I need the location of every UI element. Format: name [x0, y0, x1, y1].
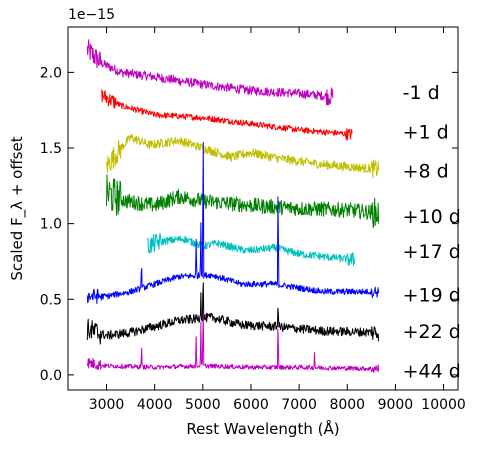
series-line-1d	[86, 39, 334, 106]
y-axis-label: Scaled F_λ + offset	[8, 136, 27, 280]
x-tick-label: 6000	[233, 397, 269, 413]
series-layer	[86, 39, 380, 373]
epoch-label: +8 d	[403, 161, 449, 183]
epoch-label: +1 d	[403, 121, 449, 143]
epoch-label: +17 d	[403, 241, 461, 263]
y-tick-label: 0.5	[40, 292, 62, 308]
x-tick-label: 8000	[329, 397, 365, 413]
x-tick-label: 5000	[185, 397, 221, 413]
x-tick-label: 3000	[89, 397, 125, 413]
series-line-10d	[106, 174, 380, 229]
series-line-44d	[86, 313, 380, 373]
epoch-labels: -1 d +1 d +8 d +10 d +17 d +19 d +22 d +44 d	[403, 82, 461, 382]
series-line-22d	[86, 282, 380, 345]
plot-frame	[67, 26, 459, 391]
x-tick-label: 7000	[281, 397, 317, 413]
epoch-label: +19 d	[403, 285, 461, 307]
y-tick-label: 2.0	[40, 65, 62, 81]
series-line-19d	[86, 141, 380, 304]
x-tick-label: 10000	[421, 397, 466, 413]
series-line-8d	[106, 133, 380, 178]
y-tick-label: 0.0	[40, 368, 62, 384]
epoch-label: -1 d	[403, 82, 440, 104]
epoch-label: +10 d	[403, 206, 461, 228]
epoch-label: +22 d	[403, 321, 461, 343]
y-tick-label: 1.5	[40, 141, 62, 157]
x-axis: 3000 4000 5000 6000 7000 8000 9000 10000	[89, 27, 466, 413]
x-tick-label: 4000	[137, 397, 173, 413]
epoch-label: +44 d	[403, 360, 461, 382]
y-offset-text: 1e−15	[68, 7, 115, 23]
x-axis-label: Rest Wavelength (Å)	[186, 419, 339, 438]
x-tick-label: 9000	[378, 397, 414, 413]
series-line-17d	[146, 232, 355, 266]
series-line-1d	[101, 89, 353, 141]
y-tick-label: 1.0	[40, 217, 62, 233]
y-axis: 0.0 0.5 1.0 1.5 2.0	[40, 65, 458, 384]
